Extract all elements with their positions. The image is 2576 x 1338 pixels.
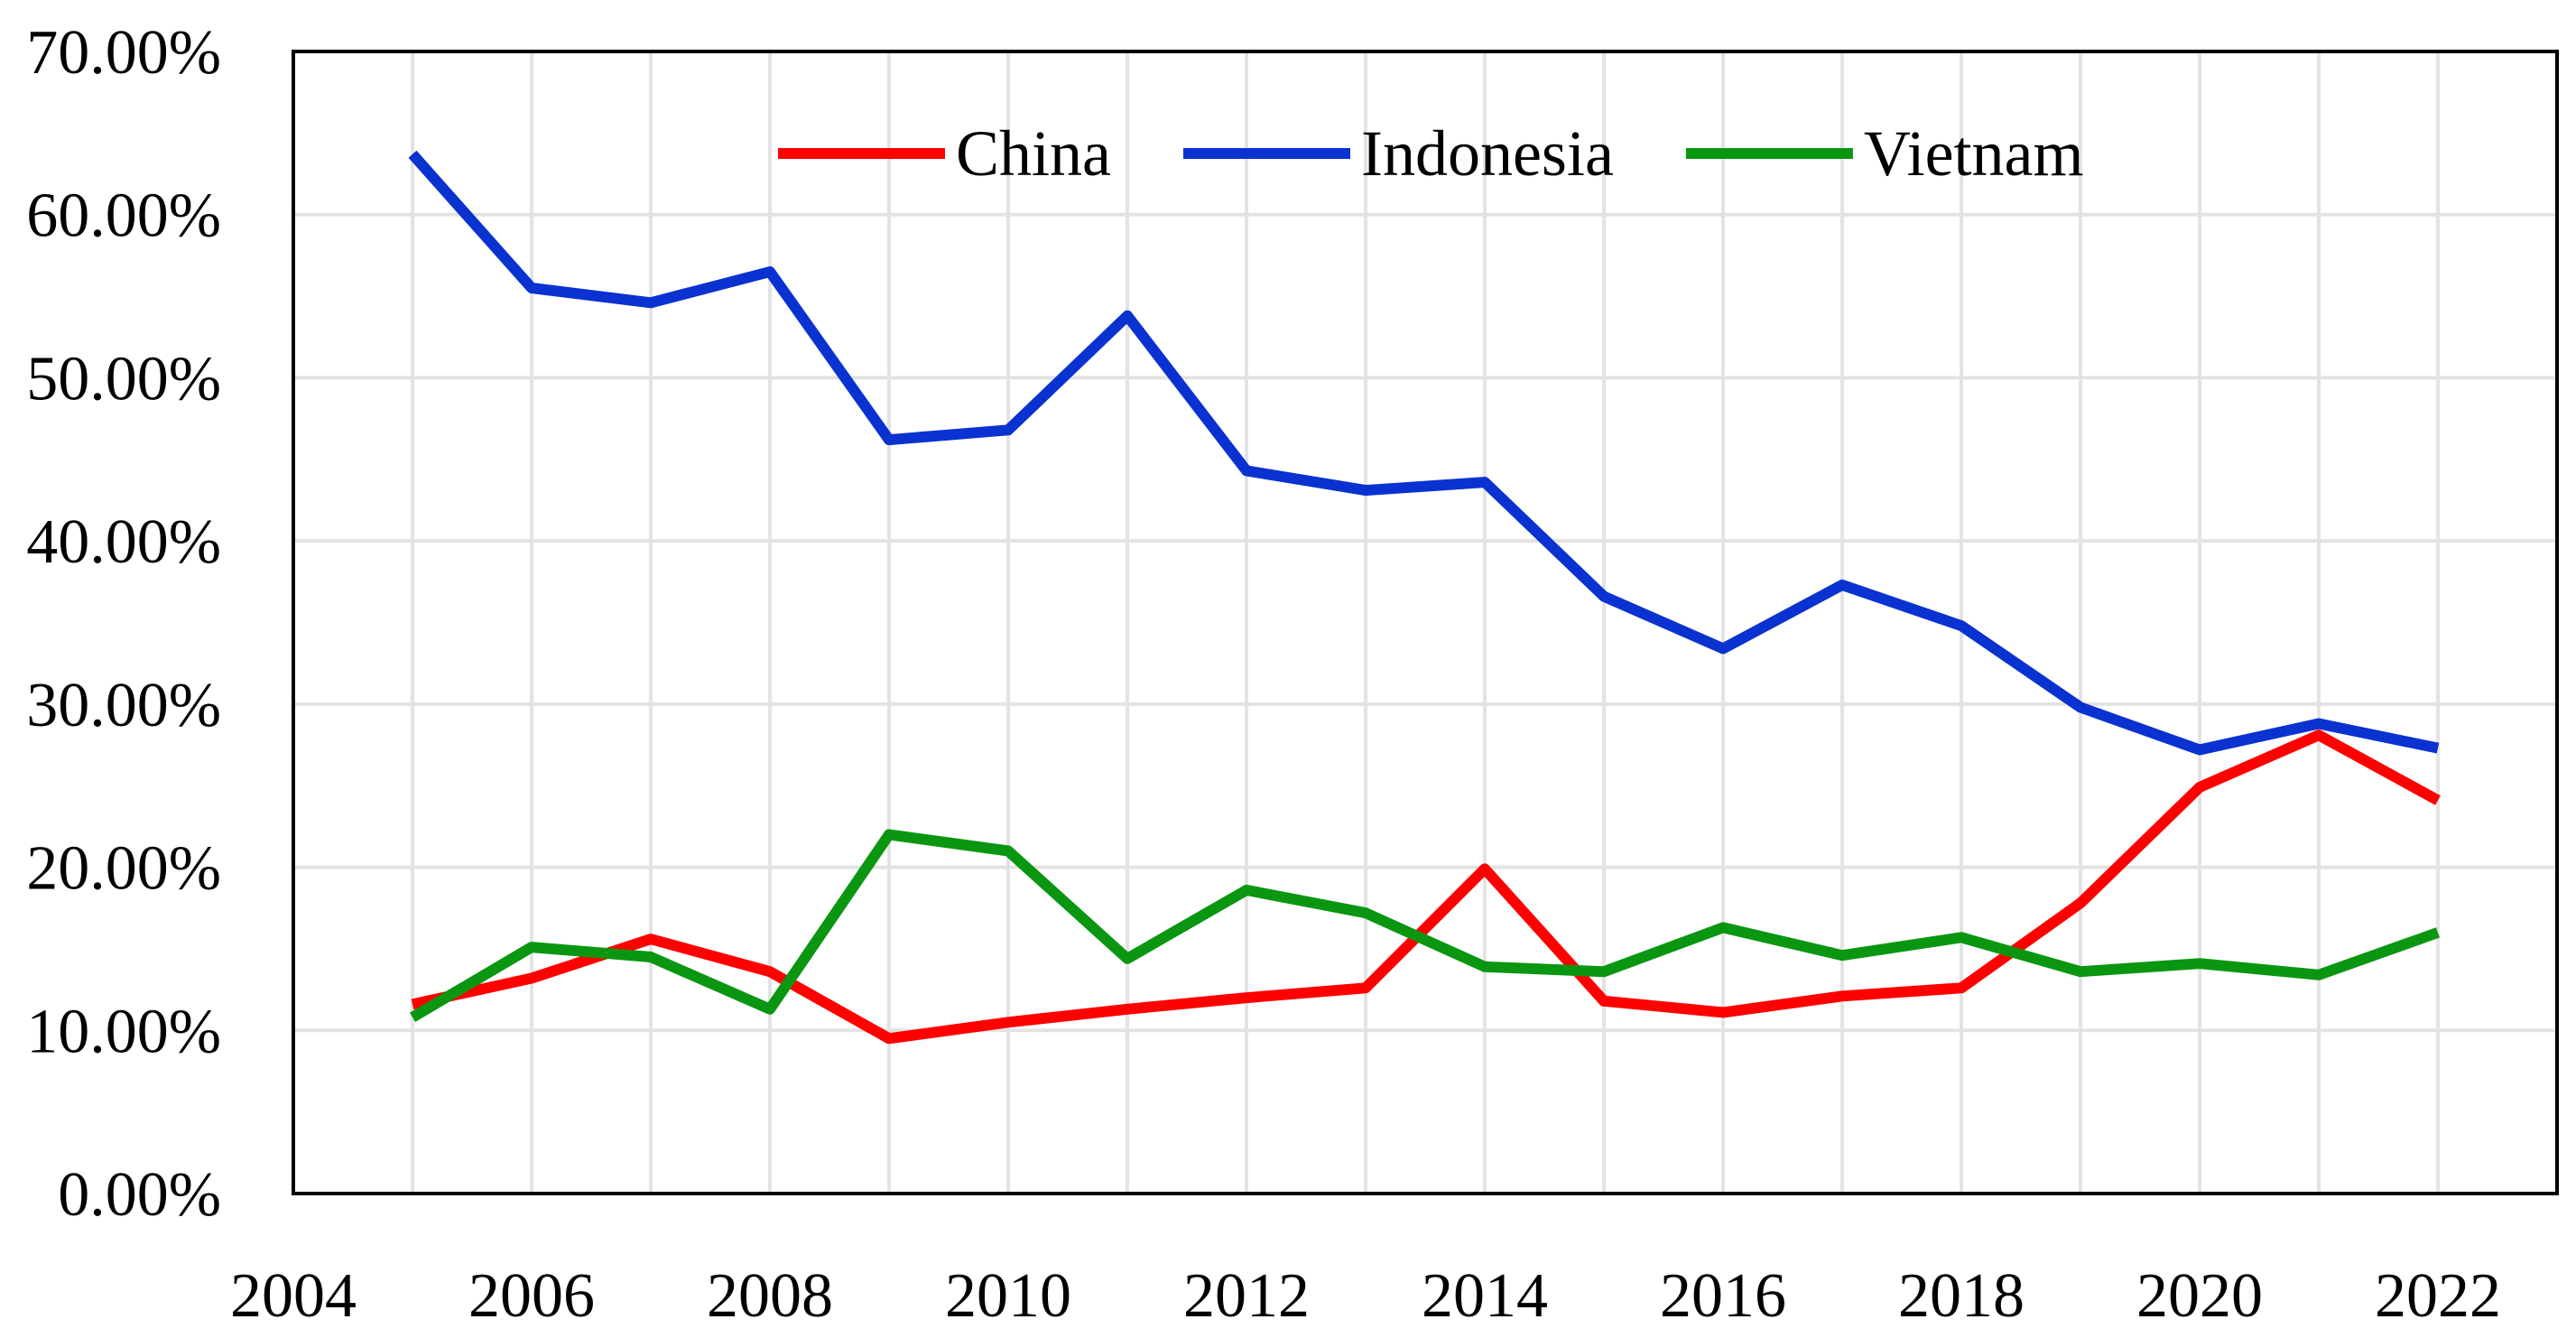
gridlines <box>292 50 2557 1195</box>
x-axis-tick-labels: 2004 2006 2008 2010 2012 2014 2016 2018 2020 2022 <box>230 1261 2501 1331</box>
y-tick-label: 20.00% <box>26 834 221 904</box>
y-tick-label: 50.00% <box>26 344 221 413</box>
series-line-china <box>411 729 2441 1045</box>
legend-item-china: China <box>778 117 1111 190</box>
legend-item-indonesia: Indonesia <box>1182 117 1614 190</box>
legend-label: Indonesia <box>1361 117 1614 190</box>
x-tick-label: 2018 <box>1898 1261 2025 1331</box>
y-tick-label: 30.00% <box>26 671 221 740</box>
x-tick-label: 2020 <box>2136 1261 2263 1331</box>
y-tick-label: 10.00% <box>26 997 221 1066</box>
y-tick-label: 0.00% <box>58 1160 221 1230</box>
legend: China Indonesia Vietnam <box>778 117 2084 190</box>
series-lines <box>408 150 2441 1045</box>
series-line-indonesia <box>408 150 2440 756</box>
x-tick-label: 2012 <box>1183 1261 1310 1331</box>
x-tick-label: 2010 <box>945 1261 1071 1331</box>
plot-area-frame <box>292 50 2559 1195</box>
legend-label: Vietnam <box>1864 117 2084 190</box>
y-tick-label: 70.00% <box>26 18 221 88</box>
y-tick-label: 60.00% <box>26 181 221 251</box>
x-tick-label: 2022 <box>2375 1261 2501 1331</box>
y-axis-tick-labels: 0.00% 10.00% 20.00% 30.00% 40.00% 50.00% 60.00… <box>26 18 221 1230</box>
x-tick-label: 2006 <box>468 1261 595 1331</box>
legend-item-vietnam: Vietnam <box>1685 117 2084 190</box>
y-tick-label: 40.00% <box>26 507 221 577</box>
series-line-vietnam <box>409 829 2441 1022</box>
x-tick-label: 2004 <box>230 1261 357 1331</box>
x-tick-label: 2016 <box>1660 1261 1786 1331</box>
x-tick-label: 2014 <box>1422 1261 1548 1331</box>
legend-label: China <box>956 117 1111 190</box>
x-tick-label: 2008 <box>707 1261 833 1331</box>
